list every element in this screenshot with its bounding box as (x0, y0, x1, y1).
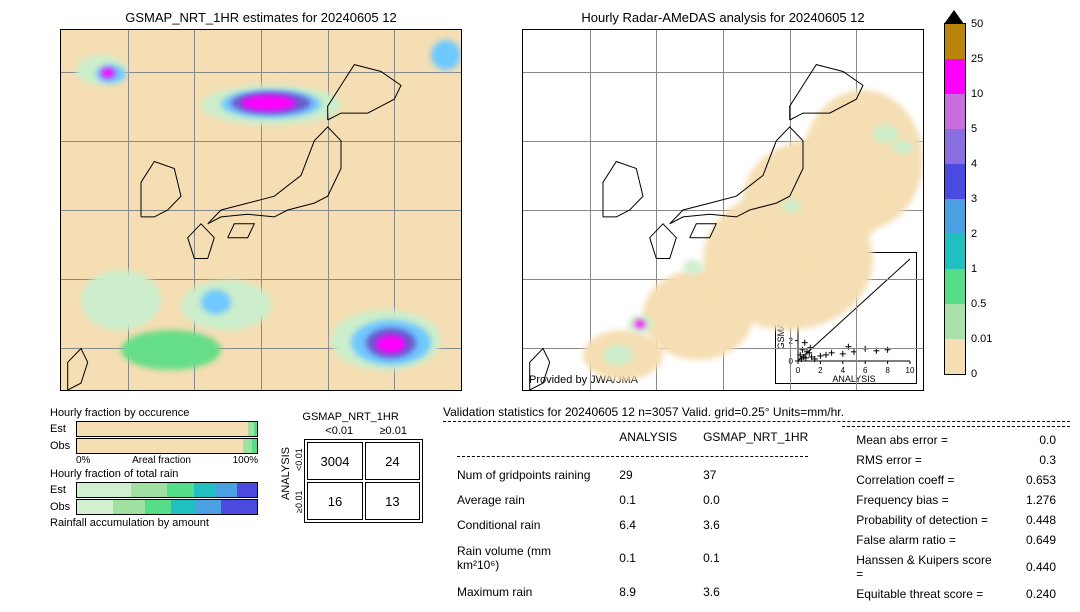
validation-metrics: Mean abs error =0.0RMS error =0.3Correla… (842, 429, 1070, 605)
left-map: 25°N30°N35°N40°N45°N125°E130°E135°E140°E… (60, 29, 462, 391)
cont-title: GSMAP_NRT_1HR (278, 411, 423, 423)
left-map-panel: GSMAP_NRT_1HR estimates for 20240605 12 … (60, 10, 462, 391)
svg-text:ANALYSIS: ANALYSIS (832, 374, 875, 383)
cont-row1: ≥0.01 (294, 482, 304, 522)
validation-title: Validation statistics for 20240605 12 n=… (443, 405, 1070, 419)
cont-00: 3004 (307, 442, 363, 480)
top-row: GSMAP_NRT_1HR estimates for 20240605 12 … (10, 10, 1070, 391)
cont-10: 16 (307, 482, 363, 520)
svg-text:2: 2 (789, 337, 794, 346)
svg-text:10: 10 (906, 366, 915, 375)
cont-col1: ≥0.01 (366, 423, 420, 439)
right-map-title: Hourly Radar-AMeDAS analysis for 2024060… (522, 10, 924, 25)
frac-axis-label: Areal fraction (132, 455, 191, 466)
frac-total-bars: EstObs (50, 482, 258, 515)
frac-axis-0: 0% (76, 455, 90, 466)
frac-axis-1: 100% (233, 455, 259, 466)
colorbar-arrow-icon (944, 10, 964, 24)
validation-table: ANALYSISGSMAP_NRT_1HRNum of gridpoints r… (443, 424, 822, 605)
frac-accum-title: Rainfall accumulation by amount (50, 517, 258, 529)
cont-11: 13 (365, 482, 420, 520)
left-map-title: GSMAP_NRT_1HR estimates for 20240605 12 (60, 10, 462, 25)
cont-01: 24 (365, 442, 420, 480)
frac-axis: 0% Areal fraction 100% (76, 455, 258, 466)
frac-occurrence-bars: EstObs (50, 421, 258, 454)
frac-occ-title: Hourly fraction by occurence (50, 407, 258, 419)
frac-total-title: Hourly fraction of total rain (50, 468, 258, 480)
svg-text:8: 8 (885, 366, 890, 375)
validation-panel: Validation statistics for 20240605 12 n=… (443, 405, 1070, 605)
colorbar: 502510543210.50.010 (944, 23, 966, 375)
svg-text:0: 0 (796, 366, 801, 375)
cont-side-label: ANALYSIS (278, 445, 294, 502)
svg-text:0: 0 (789, 357, 794, 366)
cont-row0: <0.01 (294, 440, 304, 480)
contingency-panel: GSMAP_NRT_1HR ANALYSIS <0.01 ≥0.01 <0.01… (278, 411, 423, 523)
cont-col0: <0.01 (312, 423, 366, 439)
right-map-panel: Hourly Radar-AMeDAS analysis for 2024060… (522, 10, 924, 391)
right-map: Provided by JWA/JMA 00224466881010ANALYS… (522, 29, 924, 391)
contingency-table: 300424 1613 (304, 439, 423, 523)
colorbar-wrap: 502510543210.50.010 (944, 10, 966, 391)
bottom-row: Hourly fraction by occurence EstObs 0% A… (10, 405, 1070, 605)
fractions-panel: Hourly fraction by occurence EstObs 0% A… (50, 405, 258, 531)
svg-text:2: 2 (818, 366, 823, 375)
